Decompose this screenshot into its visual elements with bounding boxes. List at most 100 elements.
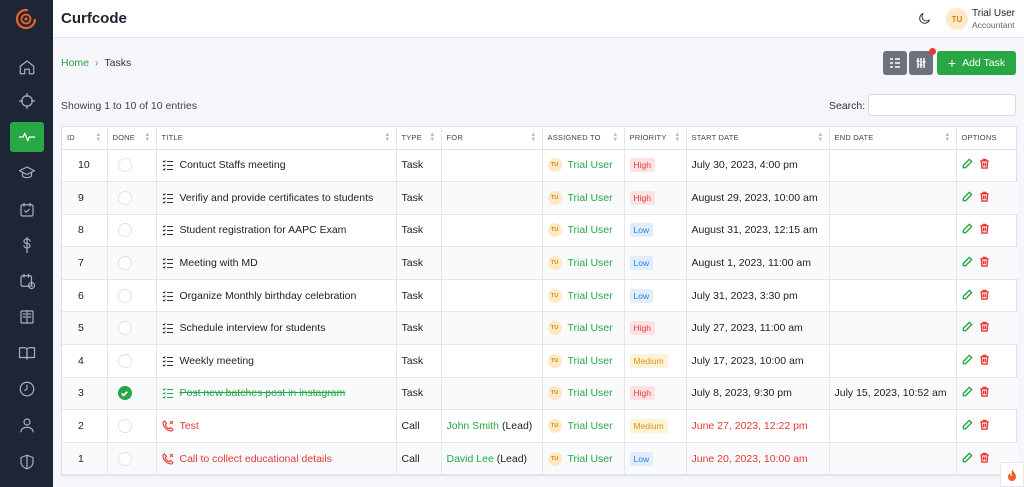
sidebar-item-attendance[interactable]	[10, 195, 44, 225]
task-title-link[interactable]: Verifiy and provide certificates to stud…	[179, 191, 374, 204]
plus-icon: +	[947, 55, 957, 71]
edit-button[interactable]	[962, 354, 973, 368]
list-view-button[interactable]	[883, 51, 907, 75]
assignee-link[interactable]: Trial User	[567, 257, 613, 270]
cell-title: Test	[156, 409, 397, 443]
edit-button[interactable]	[962, 386, 973, 400]
assignee-link[interactable]: Trial User	[567, 191, 613, 204]
task-title-link[interactable]: Meeting with MD	[179, 257, 258, 270]
assignee-avatar: TU	[547, 386, 562, 401]
edit-button[interactable]	[962, 223, 973, 237]
assignee-link[interactable]: Trial User	[567, 289, 613, 302]
delete-button[interactable]	[979, 419, 990, 433]
assignee-link[interactable]: Trial User	[567, 224, 613, 237]
delete-button[interactable]	[979, 289, 990, 303]
edit-button[interactable]	[962, 158, 973, 172]
edit-button[interactable]	[962, 321, 973, 335]
done-checkbox[interactable]	[117, 321, 132, 336]
for-contact-link[interactable]: John Smith	[446, 420, 500, 433]
task-title-link[interactable]: Test	[179, 420, 199, 433]
add-task-button[interactable]: + Add Task	[937, 51, 1016, 75]
column-header-type[interactable]: TYPE ▲ ▼	[396, 127, 442, 150]
cell-start-date: August 31, 2023, 12:15 am	[686, 214, 830, 248]
cell-end-date	[829, 442, 957, 476]
column-header-start-date[interactable]: START DATE ▲ ▼	[686, 127, 830, 150]
cell-start-date: August 29, 2023, 10:00 am	[686, 181, 830, 215]
table-row[interactable]: 8 Student registration for AAPC Exam Tas…	[62, 214, 1018, 248]
done-checkbox[interactable]	[117, 419, 132, 434]
sidebar-item-finance[interactable]	[10, 230, 44, 260]
table-row[interactable]: 6 Organize Monthly birthday celebration …	[62, 279, 1018, 313]
for-contact-link[interactable]: David Lee	[446, 452, 494, 465]
edit-button[interactable]	[962, 419, 973, 433]
done-checkbox[interactable]	[117, 256, 132, 271]
done-checkbox[interactable]	[117, 190, 132, 205]
column-header-done[interactable]: DONE ▲ ▼	[107, 127, 157, 150]
edit-button[interactable]	[962, 191, 973, 205]
sidebar-item-security[interactable]	[10, 447, 44, 477]
avatar[interactable]: TU	[946, 8, 968, 30]
column-header-for[interactable]: FOR ▲ ▼	[441, 127, 543, 150]
delete-button[interactable]	[979, 452, 990, 466]
table-row[interactable]: 1 Call to collect educational details Ca…	[62, 442, 1018, 476]
task-title-link[interactable]: Contuct Staffs meeting	[179, 159, 286, 172]
sidebar-item-resources[interactable]	[10, 338, 44, 368]
column-header-id[interactable]: ID ▲ ▼	[62, 127, 108, 150]
task-title-link[interactable]: Weekly meeting	[179, 354, 255, 367]
theme-toggle[interactable]	[917, 11, 932, 26]
assignee-link[interactable]: Trial User	[567, 387, 613, 400]
delete-button[interactable]	[979, 191, 990, 205]
breadcrumb-home[interactable]: Home	[61, 57, 90, 69]
sidebar-item-leads[interactable]	[10, 86, 44, 116]
task-title-link[interactable]: Schedule interview for students	[179, 322, 326, 335]
done-checkbox[interactable]	[117, 353, 132, 368]
done-checkbox[interactable]	[117, 223, 132, 238]
sidebar-item-history[interactable]	[10, 374, 44, 404]
filter-button[interactable]	[909, 51, 933, 75]
column-header-options[interactable]: OPTIONS	[956, 127, 1018, 150]
task-title-link[interactable]: Student registration for AAPC Exam	[179, 224, 347, 237]
task-title-link[interactable]: Post new batches post in instagram	[179, 387, 346, 400]
table-row[interactable]: 5 Schedule interview for students Task T…	[62, 311, 1018, 346]
done-checkbox[interactable]	[117, 158, 132, 173]
column-header-title[interactable]: TITLE ▲ ▼	[156, 127, 397, 150]
sidebar-item-courses[interactable]	[10, 158, 44, 188]
table-row[interactable]: 4 Weekly meeting Task TU Trial User Mediu…	[62, 344, 1018, 378]
table-row[interactable]: 10 Contuct Staffs meeting Task TU Trial U…	[62, 149, 1018, 183]
assignee-link[interactable]: Trial User	[567, 452, 613, 465]
edit-button[interactable]	[962, 256, 973, 270]
assignee-link[interactable]: Trial User	[567, 322, 613, 335]
floating-widget[interactable]	[1000, 462, 1024, 487]
cell-type: Call	[396, 409, 442, 443]
sidebar-item-library[interactable]	[10, 302, 44, 332]
delete-button[interactable]	[979, 256, 990, 270]
assignee-link[interactable]: Trial User	[567, 159, 613, 172]
column-header-priority[interactable]: PRIORITY ▲ ▼	[624, 127, 687, 150]
delete-button[interactable]	[979, 354, 990, 368]
task-title-link[interactable]: Organize Monthly birthday celebration	[179, 289, 357, 302]
table-row[interactable]: 2 Test Call John Smith (Lead) TU Trial Us…	[62, 409, 1018, 443]
column-header-end-date[interactable]: END DATE ▲ ▼	[829, 127, 957, 150]
table-row[interactable]: 9 Verifiy and provide certificates to st…	[62, 181, 1018, 215]
delete-button[interactable]	[979, 223, 990, 237]
delete-button[interactable]	[979, 386, 990, 400]
edit-button[interactable]	[962, 289, 973, 303]
table-row[interactable]: 7 Meeting with MD Task TU Trial User Low …	[62, 246, 1018, 280]
sidebar-item-schedule[interactable]	[10, 266, 44, 296]
sidebar-item-users[interactable]	[10, 410, 44, 440]
assignee-link[interactable]: Trial User	[567, 420, 613, 433]
trash-icon	[979, 289, 989, 300]
sidebar-item-home[interactable]	[10, 52, 44, 82]
column-header-assigned-to[interactable]: ASSIGNED TO ▲ ▼	[542, 127, 625, 150]
delete-button[interactable]	[979, 321, 990, 335]
edit-button[interactable]	[962, 452, 973, 466]
done-checkbox[interactable]	[117, 386, 132, 401]
done-checkbox[interactable]	[117, 288, 132, 303]
task-title-link[interactable]: Call to collect educational details	[179, 452, 332, 465]
delete-button[interactable]	[979, 158, 990, 172]
assignee-link[interactable]: Trial User	[567, 354, 613, 367]
done-checkbox[interactable]	[117, 451, 132, 466]
sidebar-item-tasks[interactable]	[10, 122, 44, 152]
search-input[interactable]	[868, 94, 1016, 116]
table-row[interactable]: 3 Post new batches post in instagram Tas…	[62, 377, 1018, 411]
